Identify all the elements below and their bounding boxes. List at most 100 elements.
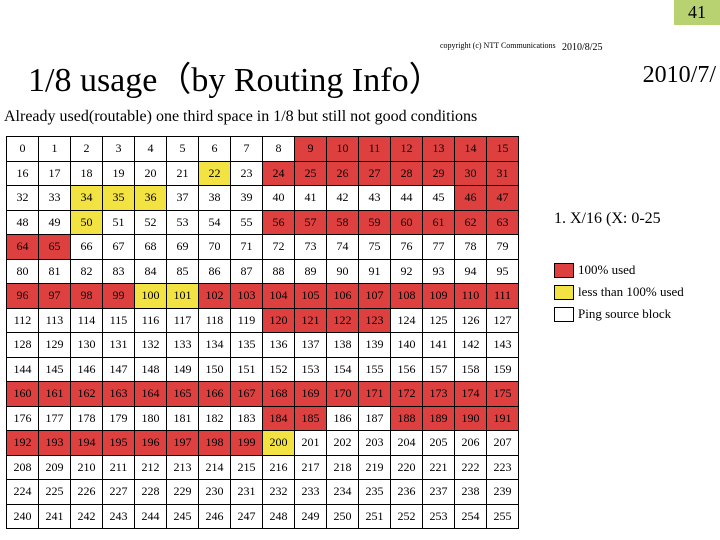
grid-cell: 204 — [391, 431, 423, 456]
grid-cell: 32 — [7, 186, 39, 211]
grid-cell: 17 — [39, 161, 71, 186]
grid-cell: 51 — [103, 210, 135, 235]
grid-cell: 66 — [71, 235, 103, 260]
grid-cell: 93 — [423, 259, 455, 284]
grid-cell: 181 — [167, 406, 199, 431]
grid-cell: 69 — [167, 235, 199, 260]
grid-cell: 38 — [199, 186, 231, 211]
grid-cell: 166 — [199, 382, 231, 407]
grid-cell: 39 — [231, 186, 263, 211]
grid-cell: 64 — [7, 235, 39, 260]
grid-cell: 184 — [263, 406, 295, 431]
grid-cell: 45 — [423, 186, 455, 211]
grid-cell: 142 — [455, 333, 487, 358]
grid-cell: 40 — [263, 186, 295, 211]
grid-cell: 194 — [71, 431, 103, 456]
page-title: 1/8 usage（by Routing Info） — [28, 52, 443, 101]
grid-cell: 172 — [391, 382, 423, 407]
grid-cell: 87 — [231, 259, 263, 284]
grid-cell: 231 — [231, 480, 263, 505]
grid-cell: 49 — [39, 210, 71, 235]
grid-cell: 196 — [135, 431, 167, 456]
note-text: 1. X/16 (X: 0-25 — [554, 210, 661, 228]
grid-cell: 108 — [391, 284, 423, 309]
grid-cell: 187 — [359, 406, 391, 431]
grid-cell: 84 — [135, 259, 167, 284]
grid-cell: 185 — [295, 406, 327, 431]
grid-cell: 212 — [135, 455, 167, 480]
grid-cell: 141 — [423, 333, 455, 358]
grid-cell: 207 — [487, 431, 519, 456]
grid-cell: 238 — [455, 480, 487, 505]
grid-cell: 65 — [39, 235, 71, 260]
grid-cell: 78 — [455, 235, 487, 260]
grid-cell: 107 — [359, 284, 391, 309]
legend-label-3: Ping source block — [578, 306, 671, 322]
grid-cell: 151 — [231, 357, 263, 382]
grid-cell: 122 — [327, 308, 359, 333]
grid-cell: 168 — [263, 382, 295, 407]
grid-cell: 118 — [199, 308, 231, 333]
grid-cell: 73 — [295, 235, 327, 260]
grid-cell: 226 — [71, 480, 103, 505]
grid-cell: 16 — [7, 161, 39, 186]
grid-cell: 47 — [487, 186, 519, 211]
grid-cell: 140 — [391, 333, 423, 358]
grid-cell: 85 — [167, 259, 199, 284]
grid-cell: 88 — [263, 259, 295, 284]
grid-cell: 235 — [359, 480, 391, 505]
grid-cell: 191 — [487, 406, 519, 431]
grid-cell: 239 — [487, 480, 519, 505]
grid-cell: 110 — [455, 284, 487, 309]
grid-cell: 248 — [263, 504, 295, 529]
grid-cell: 123 — [359, 308, 391, 333]
grid-cell: 116 — [135, 308, 167, 333]
grid-cell: 180 — [135, 406, 167, 431]
grid-cell: 105 — [295, 284, 327, 309]
grid-cell: 234 — [327, 480, 359, 505]
page-number: 41 — [674, 0, 720, 25]
grid-cell: 68 — [135, 235, 167, 260]
legend-swatch-3 — [554, 307, 574, 322]
grid-cell: 53 — [167, 210, 199, 235]
grid-cell: 111 — [487, 284, 519, 309]
grid-cell: 41 — [295, 186, 327, 211]
grid-cell: 161 — [39, 382, 71, 407]
grid-cell: 219 — [359, 455, 391, 480]
grid-cell: 149 — [167, 357, 199, 382]
grid-cell: 147 — [103, 357, 135, 382]
grid-cell: 225 — [39, 480, 71, 505]
grid-cell: 8 — [263, 137, 295, 162]
grid-cell: 233 — [295, 480, 327, 505]
grid-cell: 94 — [455, 259, 487, 284]
grid-cell: 186 — [327, 406, 359, 431]
grid-cell: 200 — [263, 431, 295, 456]
grid-cell: 211 — [103, 455, 135, 480]
grid-cell: 115 — [103, 308, 135, 333]
grid-cell: 34 — [71, 186, 103, 211]
grid-cell: 119 — [231, 308, 263, 333]
grid-cell: 156 — [391, 357, 423, 382]
grid-cell: 243 — [103, 504, 135, 529]
grid-cell: 208 — [7, 455, 39, 480]
grid-cell: 254 — [455, 504, 487, 529]
grid-cell: 188 — [391, 406, 423, 431]
grid-cell: 97 — [39, 284, 71, 309]
grid-cell: 30 — [455, 161, 487, 186]
grid-cell: 58 — [327, 210, 359, 235]
grid-cell: 102 — [199, 284, 231, 309]
grid-cell: 13 — [423, 137, 455, 162]
grid-cell: 165 — [167, 382, 199, 407]
grid-cell: 135 — [231, 333, 263, 358]
grid-cell: 98 — [71, 284, 103, 309]
grid-cell: 134 — [199, 333, 231, 358]
grid-cell: 171 — [359, 382, 391, 407]
grid-cell: 79 — [487, 235, 519, 260]
grid-cell: 37 — [167, 186, 199, 211]
grid-cell: 124 — [391, 308, 423, 333]
grid-cell: 1 — [39, 137, 71, 162]
grid-cell: 216 — [263, 455, 295, 480]
grid-cell: 136 — [263, 333, 295, 358]
grid-cell: 182 — [199, 406, 231, 431]
grid-cell: 138 — [327, 333, 359, 358]
